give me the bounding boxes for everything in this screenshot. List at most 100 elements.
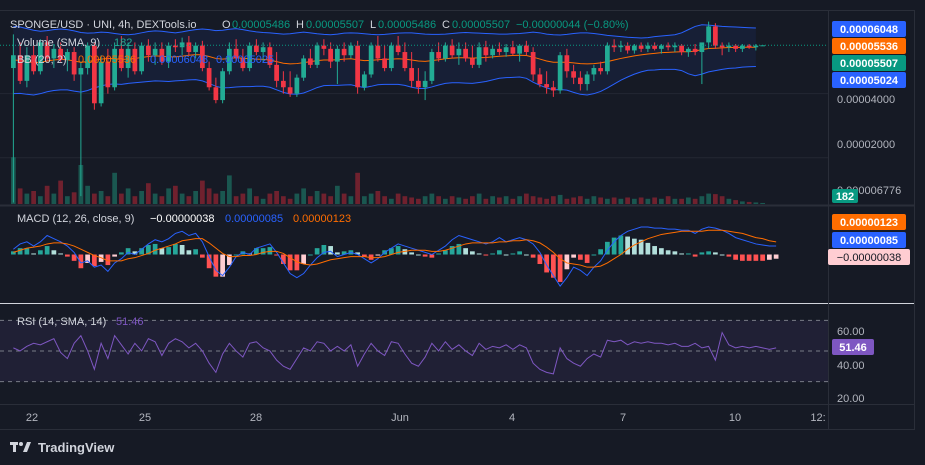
volume-bar xyxy=(409,197,414,204)
macd-scale[interactable]: 0.00000123 0.00000085 −0.00000038 xyxy=(828,214,910,265)
macd-histogram-bar xyxy=(31,253,36,255)
volume-bar xyxy=(551,196,556,204)
volume-bar xyxy=(260,198,266,204)
candle-body xyxy=(98,61,104,104)
candle xyxy=(476,42,482,69)
macd-histogram-bar xyxy=(335,252,340,255)
bb-upper-line xyxy=(13,24,756,39)
price-pane[interactable] xyxy=(0,21,828,204)
candle-body xyxy=(537,74,543,85)
macd-histogram-bar xyxy=(416,254,421,256)
candle-body xyxy=(389,45,394,69)
volume-bar xyxy=(557,194,563,204)
candle-body xyxy=(436,52,441,59)
volume-bar xyxy=(125,188,131,204)
candle xyxy=(17,42,23,85)
macd-histogram-bar xyxy=(395,246,401,255)
candle-body xyxy=(314,45,320,65)
rsi-scale[interactable]: 60.00 40.00 20.00 51.46 xyxy=(832,326,874,405)
macd-histogram-bar xyxy=(193,249,198,255)
macd-line-badge xyxy=(832,232,906,248)
volume-bar xyxy=(618,198,624,204)
volume-bar xyxy=(625,197,630,204)
time-axis-label: 25 xyxy=(139,412,151,424)
macd-histogram-bar xyxy=(362,254,367,257)
macd-histogram-bar xyxy=(314,248,320,255)
candle-body xyxy=(429,52,435,81)
symbol-title: SPONGE/USD · UNI, 4h, DEXTools.io xyxy=(10,19,196,31)
candle-body xyxy=(706,26,711,43)
candle xyxy=(132,42,138,75)
bb-upper-price-badge-text: 0.00006048 xyxy=(840,24,898,36)
candle xyxy=(85,42,90,75)
macd-histogram-bar xyxy=(301,254,306,264)
candle xyxy=(598,61,603,75)
close-value: 0.00005507 xyxy=(452,19,510,31)
volume-bar xyxy=(166,188,171,204)
candle xyxy=(159,42,165,65)
candle xyxy=(71,47,77,81)
candle xyxy=(524,40,529,56)
rsi-tick-label: 20.00 xyxy=(837,393,865,405)
candle-body xyxy=(71,52,77,75)
volume-bar xyxy=(416,198,421,204)
volume-bar xyxy=(632,198,637,204)
candle-body xyxy=(341,48,347,56)
macd-line xyxy=(13,226,777,288)
candle xyxy=(362,71,367,91)
last-price-badge-text: 0.00005507 xyxy=(840,58,898,70)
candle-body xyxy=(672,45,678,48)
candle-body xyxy=(287,87,293,94)
volume-bar xyxy=(179,193,185,204)
time-axis[interactable]: 22 25 28 Jun 4 7 10 12: xyxy=(26,412,826,424)
candle-body xyxy=(375,45,381,59)
candle xyxy=(301,55,306,81)
volume-bar xyxy=(746,201,752,204)
candle-body xyxy=(227,48,232,72)
volume-bar xyxy=(58,180,63,204)
volume-bar xyxy=(152,193,158,204)
candle-body xyxy=(92,45,97,104)
macd-histogram-bar xyxy=(173,243,178,255)
candle-body xyxy=(497,48,502,53)
macd-histogram-bar xyxy=(220,254,225,277)
macd-histogram-bar xyxy=(740,254,745,261)
macd-line-value: 0.00000085 xyxy=(225,213,283,225)
macd-signal-line xyxy=(13,229,777,268)
candle-body xyxy=(31,55,36,72)
candle-body xyxy=(166,45,171,62)
price-scale[interactable]: 0.00004000 0.00002000 0.000006776 0.0000… xyxy=(832,21,906,203)
candle-body xyxy=(449,45,455,56)
axes-layer xyxy=(0,10,915,430)
volume-bar xyxy=(287,198,293,204)
candle-body xyxy=(753,45,759,48)
macd-histogram-bar xyxy=(510,253,516,255)
macd-histogram-bar xyxy=(672,251,678,255)
macd-histogram-bar xyxy=(746,254,752,261)
candle-body xyxy=(328,48,333,62)
candle xyxy=(416,68,421,94)
rsi-pane[interactable] xyxy=(0,319,828,383)
rsi-line xyxy=(13,331,777,375)
candle-body xyxy=(578,77,583,85)
macd-histogram-bar xyxy=(767,254,772,260)
macd-histogram-bar xyxy=(773,254,779,259)
candle xyxy=(281,71,286,94)
macd-histogram-bar xyxy=(463,248,468,255)
macd-histogram-bar xyxy=(179,245,185,255)
candle xyxy=(470,45,475,69)
volume-bar xyxy=(375,191,381,204)
candle-body xyxy=(645,45,651,49)
tradingview-branding[interactable]: TradingView xyxy=(10,437,114,457)
macd-pane[interactable] xyxy=(11,226,779,288)
volume-bar xyxy=(233,196,239,204)
volume-bar xyxy=(368,193,374,204)
candle-body xyxy=(260,47,266,53)
candle-body xyxy=(584,74,590,85)
volume-bar xyxy=(429,193,435,204)
macd-histogram-bar xyxy=(598,249,603,255)
macd-histogram-bar xyxy=(665,250,671,255)
volume-bar xyxy=(544,198,549,204)
macd-histogram-bar xyxy=(470,251,475,255)
